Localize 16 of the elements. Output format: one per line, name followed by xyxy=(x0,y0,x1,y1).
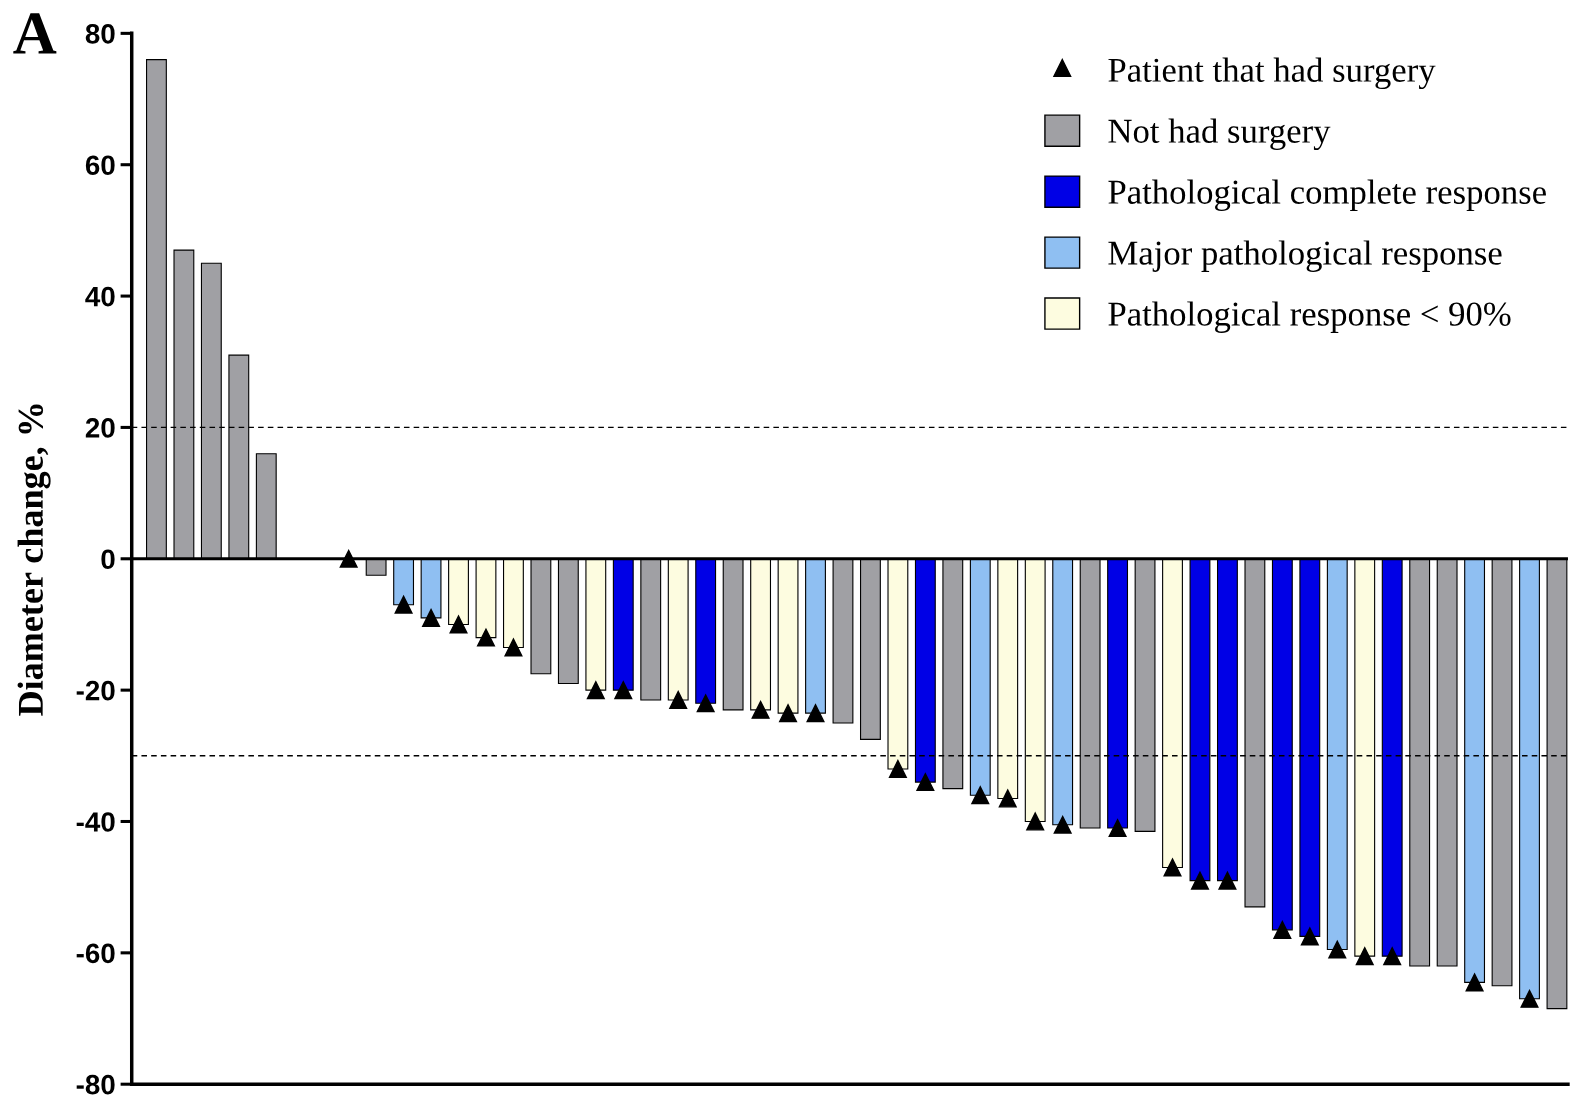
text: A xyxy=(13,13,57,54)
y-tick-label: -60 xyxy=(76,943,115,964)
legend-label: Pathological response < 90% xyxy=(1108,301,1511,333)
y-tick-label: 60 xyxy=(85,155,115,176)
y-tick-label: 80 xyxy=(85,24,115,44)
legend-label: Major pathological response xyxy=(1108,240,1502,273)
legend-label: Not had surgery xyxy=(1108,118,1331,151)
y-tick-label: -20 xyxy=(76,680,115,701)
y-tick-label: -40 xyxy=(76,812,115,832)
legend-label: Pathological complete response xyxy=(1108,179,1546,212)
y-tick-label: 20 xyxy=(85,418,115,438)
y-tick-label: 0 xyxy=(101,549,115,570)
legend-label: Patient that had surgery xyxy=(1108,57,1436,90)
y-tick-label: -80 xyxy=(76,1074,115,1095)
y-tick-label: 40 xyxy=(85,286,115,307)
y-axis-title: Diameter change, % xyxy=(17,404,51,716)
